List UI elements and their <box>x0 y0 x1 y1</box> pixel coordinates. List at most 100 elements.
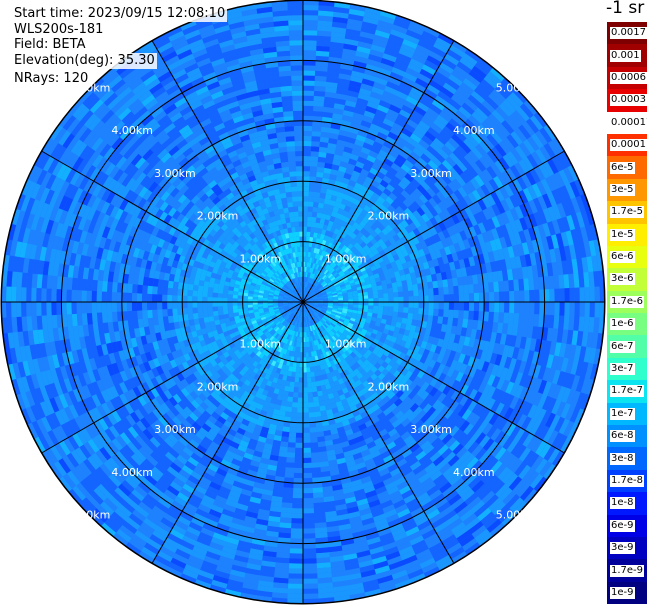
beta-cell <box>192 284 199 291</box>
beta-cell <box>290 307 295 311</box>
beta-cell <box>294 452 303 459</box>
beta-cell <box>287 317 292 323</box>
beta-cell <box>307 311 310 316</box>
beta-cell <box>274 309 280 313</box>
beta-cell <box>293 289 298 295</box>
beta-cell <box>326 292 333 296</box>
beta-cell <box>303 231 307 237</box>
beta-cell <box>307 282 311 288</box>
beta-cell <box>290 313 295 319</box>
beta-cell <box>340 285 347 290</box>
beta-cell <box>321 309 327 313</box>
beta-cell <box>295 282 299 288</box>
beta-cell <box>304 306 307 312</box>
beta-cell <box>197 296 203 302</box>
beta-cell <box>267 327 274 333</box>
beta-cell <box>309 309 314 314</box>
beta-cell <box>310 308 315 313</box>
beta-cell <box>298 337 302 343</box>
beta-cell <box>281 197 288 204</box>
beta-cell <box>293 297 299 301</box>
beta-cell <box>132 310 138 320</box>
beta-cell <box>308 321 311 327</box>
beta-cell <box>311 257 315 264</box>
beta-cell <box>293 283 297 289</box>
beta-cell <box>295 251 299 258</box>
beta-cell <box>300 292 303 298</box>
beta-cell <box>295 166 304 172</box>
beta-cell <box>202 301 208 308</box>
beta-cell <box>463 284 469 294</box>
beta-cell <box>295 321 298 327</box>
beta-cell <box>294 447 303 454</box>
beta-cell <box>278 298 284 300</box>
beta-cell <box>306 295 311 299</box>
beta-cell <box>307 304 313 307</box>
beta-cell <box>257 306 264 310</box>
beta-cell <box>294 315 298 321</box>
beta-cell <box>311 462 321 468</box>
beta-cell <box>307 277 310 283</box>
beta-cell <box>310 268 314 274</box>
beta-cell <box>332 296 338 299</box>
beta-cell <box>290 293 295 297</box>
beta-cell <box>283 285 289 290</box>
beta-cell <box>242 295 248 300</box>
beta-cell <box>338 297 344 301</box>
beta-cell <box>413 307 419 315</box>
beta-cell <box>504 302 510 314</box>
beta-cell <box>438 302 444 310</box>
beta-cell <box>283 321 289 327</box>
beta-cell <box>288 296 294 299</box>
beta-cell <box>302 457 312 464</box>
beta-cell <box>310 161 318 167</box>
beta-cell <box>328 317 334 322</box>
beta-cell <box>292 290 297 295</box>
beta-cell <box>306 282 309 288</box>
beta-cell <box>275 321 281 326</box>
beta-cell <box>333 281 339 287</box>
beta-cell <box>509 302 515 314</box>
beta-cell <box>314 411 322 418</box>
beta-cell <box>296 417 303 423</box>
beta-cell <box>306 305 311 310</box>
beta-cell <box>284 265 289 271</box>
beta-cell <box>281 502 293 509</box>
beta-cell <box>291 340 295 347</box>
beta-cell <box>316 436 325 443</box>
beta-cell <box>281 161 290 168</box>
beta-cell <box>463 293 470 303</box>
beta-cell <box>335 287 342 292</box>
beta-cell <box>270 276 276 282</box>
beta-cell <box>423 295 429 303</box>
beta-cell <box>132 283 138 294</box>
beta-cell <box>288 312 293 317</box>
beta-cell <box>282 278 288 284</box>
beta-cell <box>473 283 479 294</box>
beta-cell <box>288 329 293 335</box>
beta-cell <box>311 313 316 319</box>
beta-cell <box>106 301 112 313</box>
beta-cell <box>396 281 403 288</box>
beta-cell <box>259 324 265 330</box>
beta-cell <box>294 221 300 227</box>
beta-cell <box>401 280 408 287</box>
beta-cell <box>299 287 302 293</box>
beta-cell <box>279 441 289 448</box>
beta-cell <box>317 304 323 307</box>
beta-cell <box>315 269 320 276</box>
beta-cell <box>296 305 300 311</box>
beta-cell <box>327 307 333 310</box>
beta-cell <box>273 318 279 323</box>
beta-cell <box>266 283 272 288</box>
beta-cell <box>302 483 313 489</box>
beta-cell <box>306 287 309 293</box>
beta-cell <box>293 115 304 121</box>
beta-cell <box>306 311 309 317</box>
beta-cell <box>300 281 303 287</box>
beta-cell <box>268 280 274 285</box>
beta-cell <box>298 261 302 267</box>
beta-cell <box>273 292 280 296</box>
beta-cell <box>187 283 194 291</box>
beta-cell <box>265 285 271 290</box>
